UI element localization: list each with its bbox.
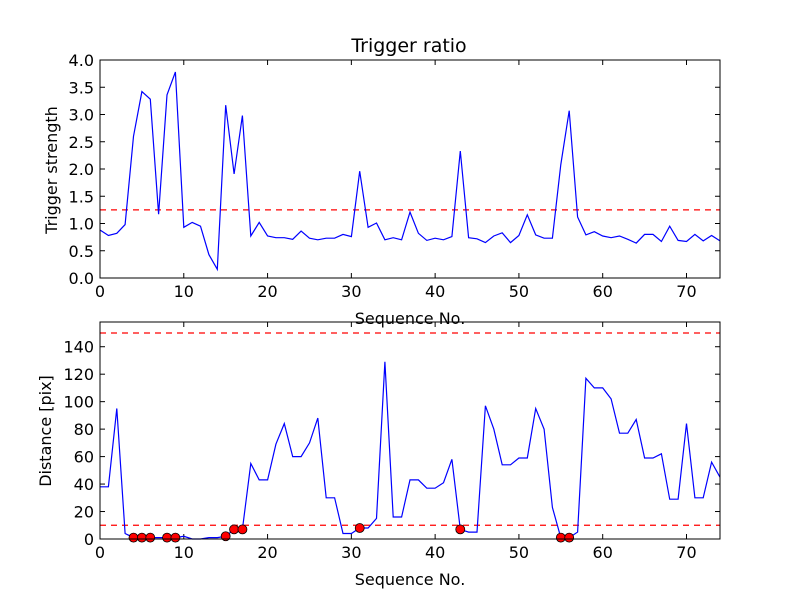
y-axis-ticks: 0 10 20 30 40 50 60 70 0 20 40 60 80 100 120 140 xyxy=(63,322,720,562)
x-tick-label: 40 xyxy=(425,543,445,562)
series-line xyxy=(99,71,721,272)
plot-area xyxy=(100,332,721,543)
x-tick-label: 70 xyxy=(676,282,696,301)
x-axis-label: Sequence No. xyxy=(355,309,466,328)
plot-frame xyxy=(99,321,721,540)
x-tick-label: 10 xyxy=(174,543,194,562)
x-tick-label: 50 xyxy=(509,282,529,301)
x-tick-label: 60 xyxy=(593,282,613,301)
x-tick-label: 40 xyxy=(425,282,445,301)
chart-title: Trigger ratio xyxy=(350,35,466,57)
y-tick-label: 2.5 xyxy=(69,133,94,152)
distance-chart: 0 10 20 30 40 50 60 70 0 20 40 60 80 100 120 140 Sequen… xyxy=(36,321,721,589)
y-tick-label: 3.0 xyxy=(69,106,94,125)
y-tick-label: 100 xyxy=(63,393,94,412)
x-tick-label: 50 xyxy=(509,543,529,562)
plot-area xyxy=(99,71,721,272)
data-marker xyxy=(564,532,575,543)
data-marker xyxy=(162,532,172,543)
x-tick-label: 0 xyxy=(95,282,105,301)
y-tick-label: 140 xyxy=(63,338,94,357)
y-tick-label: 0 xyxy=(84,530,94,549)
y-tick-label: 1.0 xyxy=(69,215,94,234)
data-marker xyxy=(555,532,566,543)
y-axis-label: Trigger strength xyxy=(42,106,61,235)
y-axis-ticks: 0 10 20 30 40 50 60 70 0.0 0.5 1.0 1.5 2.0 2.5 3.0 3.5 4… xyxy=(69,51,720,301)
x-tick-label: 30 xyxy=(341,543,361,562)
data-marker xyxy=(237,524,248,535)
y-tick-label: 80 xyxy=(74,420,94,439)
y-tick-label: 40 xyxy=(74,475,94,494)
data-marker xyxy=(229,524,239,535)
x-tick-label: 0 xyxy=(95,543,105,562)
series-line xyxy=(100,361,721,540)
data-marker xyxy=(455,524,466,535)
y-tick-label: 1.5 xyxy=(69,187,94,206)
y-tick-label: 0.0 xyxy=(69,269,94,288)
y-tick-label: 0.5 xyxy=(69,242,94,261)
data-marker xyxy=(170,532,181,543)
y-tick-label: 3.5 xyxy=(69,78,94,97)
data-marker xyxy=(354,523,365,533)
trigger-ratio-chart: Trigger ratio 0 10 20 30 40 50 60 70 0.0 0.5 1.0 1.… xyxy=(42,35,721,328)
y-tick-label: 20 xyxy=(74,503,94,522)
y-axis-label: Distance [pix] xyxy=(36,375,55,487)
x-tick-label: 20 xyxy=(257,282,277,301)
x-axis-label: Sequence No. xyxy=(355,570,466,589)
data-marker xyxy=(136,532,147,543)
plot-frame xyxy=(99,59,721,279)
y-tick-label: 60 xyxy=(74,448,94,467)
y-tick-label: 2.0 xyxy=(69,160,94,179)
x-tick-label: 30 xyxy=(341,282,361,301)
y-tick-label: 120 xyxy=(63,365,94,384)
x-tick-label: 20 xyxy=(257,543,277,562)
x-tick-label: 10 xyxy=(174,282,194,301)
data-marker xyxy=(145,532,156,543)
y-tick-label: 4.0 xyxy=(69,51,94,70)
x-tick-label: 70 xyxy=(676,543,696,562)
data-marker xyxy=(128,532,139,543)
x-tick-label: 60 xyxy=(593,543,613,562)
